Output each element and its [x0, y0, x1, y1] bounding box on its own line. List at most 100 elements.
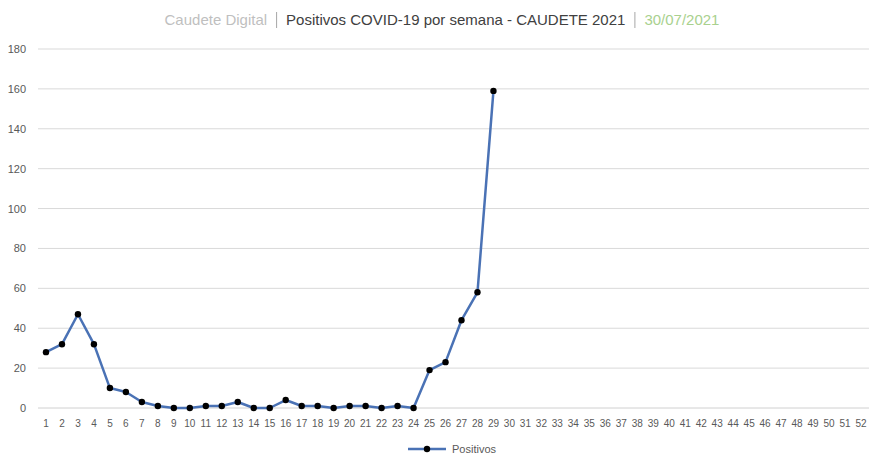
grid-line — [38, 328, 869, 329]
x-tick-label: 22 — [376, 418, 388, 429]
grid-line — [38, 168, 869, 169]
y-tick-label: 0 — [20, 402, 26, 414]
grid-line — [38, 368, 869, 369]
marker — [410, 405, 416, 411]
title-block: Caudete Digital Positivos COVID-19 por se… — [165, 11, 720, 28]
grid-line — [38, 248, 869, 249]
plot-area — [43, 88, 497, 412]
x-tick-label: 21 — [360, 418, 372, 429]
marker — [362, 403, 368, 409]
marker — [426, 367, 432, 373]
marker — [267, 405, 273, 411]
x-tick-label: 37 — [616, 418, 628, 429]
x-tick-label: 24 — [408, 418, 420, 429]
marker — [474, 289, 480, 295]
x-tick-label: 25 — [424, 418, 436, 429]
series-line — [46, 91, 493, 408]
x-tick-label: 10 — [184, 418, 196, 429]
x-tick-label: 20 — [344, 418, 356, 429]
title-separator — [634, 12, 635, 28]
y-tick-label: 60 — [14, 282, 26, 294]
y-tick-label: 40 — [14, 322, 26, 334]
y-tick-label: 160 — [8, 83, 26, 95]
x-tick-label: 47 — [776, 418, 788, 429]
x-tick-label: 49 — [808, 418, 820, 429]
x-tick-label: 15 — [264, 418, 276, 429]
x-tick-label: 48 — [792, 418, 804, 429]
x-tick-label: 18 — [312, 418, 324, 429]
marker — [219, 403, 225, 409]
marker — [43, 349, 49, 355]
grid-line — [38, 288, 869, 289]
marker — [378, 405, 384, 411]
marker — [298, 403, 304, 409]
marker — [283, 397, 289, 403]
y-tick-label: 120 — [8, 163, 26, 175]
x-tick-label: 28 — [472, 418, 484, 429]
marker — [91, 341, 97, 347]
marker — [458, 317, 464, 323]
marker — [187, 405, 193, 411]
marker — [314, 403, 320, 409]
x-tick-label: 14 — [248, 418, 260, 429]
x-tick-label: 17 — [296, 418, 308, 429]
legend: Positivos — [408, 443, 497, 455]
x-tick-label: 3 — [75, 418, 81, 429]
y-tick-label: 140 — [8, 123, 26, 135]
marker — [59, 341, 65, 347]
x-tick-label: 46 — [760, 418, 772, 429]
date-label: 30/07/2021 — [644, 11, 719, 28]
title-separator — [276, 12, 277, 28]
marker — [139, 399, 145, 405]
x-tick-label: 27 — [456, 418, 468, 429]
marker — [394, 403, 400, 409]
x-tick-label: 26 — [440, 418, 452, 429]
x-tick-label: 11 — [201, 418, 212, 429]
legend-label: Positivos — [452, 443, 497, 455]
x-tick-label: 6 — [123, 418, 129, 429]
legend-marker — [424, 446, 430, 452]
marker — [330, 405, 336, 411]
chart: 0204060801001201401601801234567891011121… — [0, 0, 884, 470]
marker — [346, 403, 352, 409]
x-tick-label: 4 — [91, 418, 97, 429]
x-tick-label: 31 — [520, 418, 532, 429]
marker — [107, 385, 113, 391]
x-tick-label: 34 — [568, 418, 580, 429]
x-tick-label: 7 — [139, 418, 145, 429]
background — [0, 0, 884, 470]
x-tick-label: 40 — [664, 418, 676, 429]
x-tick-label: 29 — [488, 418, 500, 429]
grid-line — [38, 128, 869, 129]
x-tick-label: 52 — [855, 418, 867, 429]
y-tick-label: 80 — [14, 242, 26, 254]
x-tick-label: 13 — [232, 418, 244, 429]
x-tick-label: 51 — [839, 418, 851, 429]
x-tick-label: 41 — [680, 418, 692, 429]
x-tick-label: 33 — [552, 418, 564, 429]
x-tick-label: 35 — [584, 418, 596, 429]
x-tick-label: 44 — [728, 418, 740, 429]
source-label: Caudete Digital — [165, 11, 268, 28]
marker — [203, 403, 209, 409]
x-tick-label: 23 — [392, 418, 404, 429]
x-tick-label: 42 — [696, 418, 708, 429]
marker — [251, 405, 257, 411]
marker — [155, 403, 161, 409]
grid-line — [38, 208, 869, 209]
grid-line — [38, 49, 869, 50]
x-tick-label: 5 — [107, 418, 113, 429]
y-tick-label: 180 — [8, 43, 26, 55]
x-tick-label: 32 — [536, 418, 548, 429]
x-tick-label: 9 — [171, 418, 177, 429]
x-tick-label: 39 — [648, 418, 660, 429]
x-tick-label: 36 — [600, 418, 612, 429]
x-tick-label: 16 — [280, 418, 292, 429]
title: Positivos COVID-19 por semana - CAUDETE … — [286, 11, 625, 28]
x-tick-label: 38 — [632, 418, 644, 429]
x-tick-label: 30 — [504, 418, 516, 429]
x-tick-label: 19 — [328, 418, 340, 429]
marker — [235, 399, 241, 405]
y-tick-label: 100 — [8, 203, 26, 215]
marker — [442, 359, 448, 365]
